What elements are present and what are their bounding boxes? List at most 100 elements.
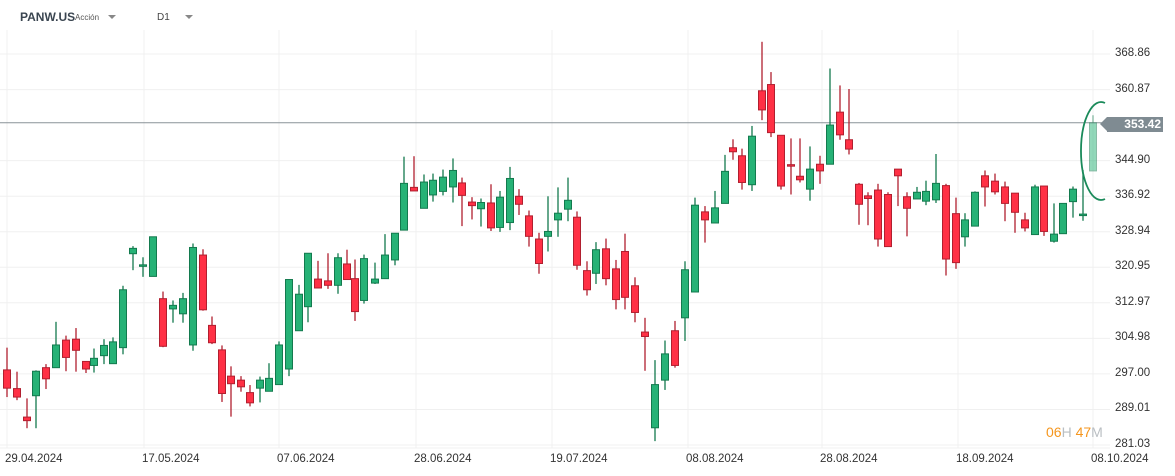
candle	[1040, 185, 1048, 236]
timeframe-dropdown-icon[interactable]	[185, 15, 193, 19]
candle	[913, 186, 921, 200]
candle	[351, 259, 359, 321]
candle	[477, 198, 485, 227]
candle	[304, 252, 312, 323]
candle	[932, 153, 940, 203]
candle	[971, 191, 979, 227]
symbol-type-label: Acción	[75, 13, 100, 22]
x-tick-label: 07.06.2024	[277, 453, 335, 465]
candle	[701, 206, 709, 243]
candle	[621, 233, 629, 310]
y-tick-label: 304.98	[1115, 331, 1151, 344]
candle	[796, 138, 804, 183]
candle	[564, 177, 572, 222]
candle	[903, 192, 911, 237]
candle	[82, 360, 90, 374]
candle	[285, 279, 293, 377]
x-tick-label: 18.09.2024	[956, 453, 1014, 465]
candle	[109, 337, 117, 365]
candle	[691, 197, 699, 293]
candle	[535, 232, 543, 274]
candle	[777, 134, 785, 190]
candle	[826, 68, 834, 165]
candle	[515, 189, 523, 215]
candle	[836, 85, 844, 140]
candle	[237, 376, 245, 392]
symbol-dropdown-icon[interactable]	[108, 15, 116, 19]
candle	[159, 291, 167, 348]
candle	[72, 328, 80, 372]
candle	[671, 320, 679, 368]
candle	[758, 41, 766, 121]
candle	[169, 300, 177, 323]
candle	[1069, 186, 1077, 218]
candle	[1050, 203, 1058, 243]
last-price-tag: 353.42	[1100, 117, 1163, 132]
candle	[729, 139, 737, 160]
candle	[631, 277, 639, 323]
chart-header: PANW.US Acción D1	[0, 0, 1175, 30]
candle	[612, 259, 620, 310]
candle	[855, 182, 863, 225]
candle	[295, 284, 303, 332]
candle	[218, 345, 226, 402]
candle	[922, 180, 930, 206]
y-tick-label: 320.95	[1115, 260, 1151, 273]
candle	[1021, 212, 1029, 232]
countdown-hours: 06	[1046, 424, 1062, 440]
candle	[3, 347, 11, 398]
candle	[400, 156, 408, 231]
candle	[894, 168, 902, 207]
candle	[573, 211, 581, 270]
candle	[208, 316, 216, 345]
candle	[496, 190, 504, 232]
candle	[748, 125, 756, 191]
candle	[371, 262, 379, 284]
candle	[1031, 184, 1039, 236]
x-tick-label: 29.04.2024	[5, 453, 63, 465]
highlight-ellipse-icon	[1080, 101, 1106, 201]
candle	[62, 335, 70, 372]
x-tick-label: 17.05.2024	[142, 453, 200, 465]
candle	[952, 197, 960, 269]
candle	[544, 196, 552, 252]
candle	[149, 236, 157, 277]
candle	[816, 155, 824, 184]
y-tick-label: 360.87	[1115, 82, 1151, 95]
candle	[100, 339, 108, 365]
y-tick-label: 289.01	[1115, 402, 1151, 415]
y-tick-label: 336.92	[1115, 189, 1151, 202]
candle	[265, 363, 273, 392]
x-tick-label: 28.06.2024	[414, 453, 472, 465]
candle	[554, 187, 562, 237]
candle	[179, 292, 187, 323]
candle	[90, 348, 98, 373]
y-tick-label: 344.90	[1115, 153, 1151, 166]
y-tick-label: 297.00	[1115, 366, 1151, 379]
candle	[391, 232, 399, 266]
candle	[1011, 192, 1019, 233]
countdown-minutes-unit: M	[1091, 424, 1103, 440]
symbol-label[interactable]: PANW.US	[20, 10, 76, 24]
candle	[227, 366, 235, 417]
candle	[641, 317, 649, 371]
y-tick-label: 312.97	[1115, 295, 1151, 308]
candle	[334, 253, 342, 294]
candle	[42, 364, 50, 390]
candle	[13, 371, 21, 401]
candle	[884, 192, 892, 248]
x-tick-label: 08.10.2024	[1091, 453, 1149, 465]
candle	[525, 210, 533, 247]
candle	[711, 190, 719, 224]
candle	[52, 321, 60, 369]
candle	[681, 261, 689, 341]
candle	[381, 234, 389, 280]
candle	[1079, 170, 1087, 221]
candle	[314, 260, 322, 289]
y-tick-label: 281.03	[1115, 438, 1151, 450]
timeframe-selector[interactable]: D1	[157, 12, 170, 23]
candle	[487, 184, 495, 232]
candle	[32, 370, 40, 429]
candle	[961, 213, 969, 247]
